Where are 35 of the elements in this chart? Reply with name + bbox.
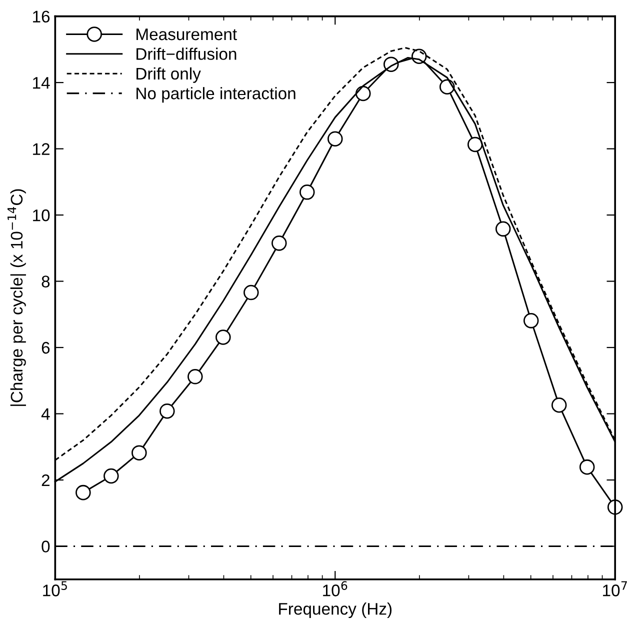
point (299, 184, 315, 200)
x-tick-label: 10$^{5}$ (43, 581, 67, 596)
point (467, 136, 483, 152)
point (76, 484, 91, 500)
legend-label: Drift only (136, 67, 201, 83)
point (104, 468, 119, 484)
y-tick-label: 16 (33, 10, 50, 23)
legend-label: Drift−diffusion (136, 48, 236, 60)
point (495, 221, 511, 237)
point (579, 459, 595, 475)
point (327, 131, 343, 146)
point (523, 313, 539, 328)
y-tick-label: 0 (42, 540, 50, 552)
legend-label: Measurement (136, 28, 237, 40)
point (244, 284, 259, 300)
y-tick-label: 2 (42, 474, 50, 486)
point (439, 79, 455, 94)
point (188, 369, 203, 384)
y-tick-label: 14 (33, 77, 50, 89)
y-tick-label: 10 (33, 209, 50, 222)
point (132, 445, 147, 460)
y-tick-label: 4 (41, 408, 50, 420)
legend-label: No particle interaction (136, 87, 296, 103)
y-tick-label: 12 (33, 143, 50, 155)
point (551, 397, 567, 413)
x-tick-label: 10$^{6}$ (323, 581, 348, 596)
point (272, 236, 287, 251)
point (355, 86, 371, 102)
x-axis-title: Frequency (Hz) (279, 602, 392, 618)
y-axis-title: |Charge per cycle| (x 10$^{−14}$C) (8, 189, 26, 406)
x-tick-label: 10$^{7}$ (603, 581, 627, 596)
point (160, 403, 175, 419)
point (216, 330, 231, 345)
y-tick-label: 6 (42, 342, 50, 354)
y-tick-label: 8 (42, 276, 50, 288)
